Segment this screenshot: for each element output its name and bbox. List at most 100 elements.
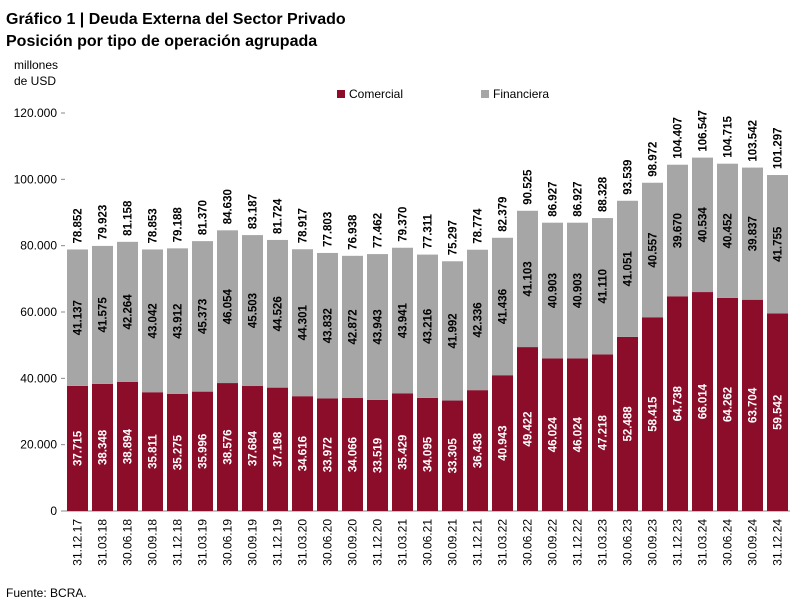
data-label: 38.894 xyxy=(123,428,135,464)
data-label: 46.054 xyxy=(223,288,235,324)
total-label: 79.923 xyxy=(98,205,110,240)
data-label: 37.715 xyxy=(73,430,85,466)
total-label: 90.525 xyxy=(523,169,535,205)
bar-segment xyxy=(692,157,713,293)
bar-segment xyxy=(592,218,613,355)
total-label: 77.803 xyxy=(323,212,335,247)
bar-segment xyxy=(542,358,563,511)
data-label: 46.024 xyxy=(573,416,585,452)
bar-segment xyxy=(767,175,788,314)
total-label: 79.370 xyxy=(398,207,410,242)
bar-segment xyxy=(442,400,463,511)
total-label: 75.297 xyxy=(448,220,460,255)
data-label: 40.943 xyxy=(498,426,510,461)
bar-segment xyxy=(317,252,338,399)
bar-segment xyxy=(767,313,788,511)
bar-segment xyxy=(242,235,263,387)
total-label: 78.774 xyxy=(473,208,485,244)
x-tick-label: 30.09.21 xyxy=(446,519,460,566)
bar-segment xyxy=(492,237,513,376)
bar-segment xyxy=(367,399,388,511)
total-label: 86.927 xyxy=(548,182,560,217)
x-tick-label: 31.03.24 xyxy=(696,519,710,566)
bar-segment xyxy=(617,200,638,337)
data-label: 34.095 xyxy=(423,436,435,472)
bar-segment xyxy=(342,398,363,511)
chart-subtitle: Posición por tipo de operación agrupada xyxy=(6,33,317,50)
x-tick-label: 31.03.23 xyxy=(596,519,610,566)
bar-segment xyxy=(167,248,188,395)
data-label: 45.373 xyxy=(198,299,210,334)
data-label: 46.024 xyxy=(548,416,560,452)
total-label: 78.852 xyxy=(73,208,85,243)
x-tick-label: 31.12.22 xyxy=(571,519,585,566)
x-tick-label: 31.12.23 xyxy=(671,519,685,566)
data-label: 64.262 xyxy=(723,387,735,422)
data-label: 42.336 xyxy=(473,302,485,337)
y-tick-label: 20.000 xyxy=(20,438,57,452)
data-label: 33.972 xyxy=(323,437,335,472)
bar-segment xyxy=(92,383,113,511)
legend-swatch xyxy=(337,90,345,98)
data-label: 43.912 xyxy=(173,304,185,339)
x-tick-label: 30.06.20 xyxy=(321,519,335,566)
total-label: 101.297 xyxy=(773,127,785,169)
x-tick-label: 30.09.19 xyxy=(246,519,260,566)
bar-segment xyxy=(517,347,538,511)
bar-segment xyxy=(617,336,638,511)
data-label: 59.542 xyxy=(773,395,785,430)
total-label: 82.379 xyxy=(498,197,510,232)
x-tick-label: 30.09.23 xyxy=(646,519,660,566)
data-label: 42.872 xyxy=(348,309,360,344)
bar-segment xyxy=(142,249,163,393)
x-tick-label: 30.06.22 xyxy=(521,519,535,566)
bar-segment xyxy=(192,391,213,511)
bar-segment xyxy=(292,249,313,397)
y-axis-label: de USD xyxy=(14,74,56,88)
x-tick-label: 30.09.22 xyxy=(546,519,560,566)
total-label: 83.187 xyxy=(248,194,260,229)
data-label: 35.275 xyxy=(173,434,185,470)
bar-segment xyxy=(567,358,588,511)
x-tick-label: 31.12.21 xyxy=(471,519,485,566)
total-label: 77.311 xyxy=(423,213,435,248)
bar-segment xyxy=(117,241,138,383)
bar-segment xyxy=(492,375,513,511)
y-tick-label: 120.000 xyxy=(14,106,58,120)
bar-segment xyxy=(467,390,488,511)
x-tick-label: 30.06.24 xyxy=(721,519,735,566)
data-label: 37.684 xyxy=(248,430,260,466)
y-tick-label: 60.000 xyxy=(20,305,57,319)
data-label: 42.264 xyxy=(123,294,135,330)
data-label: 39.837 xyxy=(748,216,760,251)
bar-segment xyxy=(342,255,363,399)
data-label: 44.301 xyxy=(298,305,310,341)
bar-segment xyxy=(417,397,438,511)
total-label: 77.462 xyxy=(373,213,385,248)
data-label: 49.422 xyxy=(523,411,535,446)
data-label: 41.137 xyxy=(73,300,85,335)
data-label: 40.452 xyxy=(723,213,735,248)
data-label: 40.903 xyxy=(573,273,585,308)
x-tick-label: 30.06.18 xyxy=(121,519,135,566)
bar-segment xyxy=(467,249,488,391)
y-tick-label: 100.000 xyxy=(14,172,58,186)
legend-label: Financiera xyxy=(493,87,549,101)
x-tick-label: 31.03.20 xyxy=(296,519,310,566)
legend-label: Comercial xyxy=(349,87,403,101)
total-label: 79.188 xyxy=(173,207,185,243)
data-label: 37.198 xyxy=(273,431,285,467)
data-label: 39.670 xyxy=(673,213,685,248)
data-label: 38.348 xyxy=(98,429,110,465)
x-tick-label: 31.12.19 xyxy=(271,519,285,566)
bar-segment xyxy=(542,222,563,359)
data-label: 36.438 xyxy=(473,432,485,468)
bar-segment xyxy=(567,222,588,359)
x-tick-label: 31.03.19 xyxy=(196,519,210,566)
data-label: 33.519 xyxy=(373,438,385,473)
bar-segment xyxy=(267,239,288,388)
total-label: 103.542 xyxy=(748,120,760,162)
chart-title: Gráfico 1 | Deuda Externa del Sector Pri… xyxy=(6,11,346,28)
data-label: 43.832 xyxy=(323,308,335,343)
bar-segment xyxy=(392,247,413,394)
